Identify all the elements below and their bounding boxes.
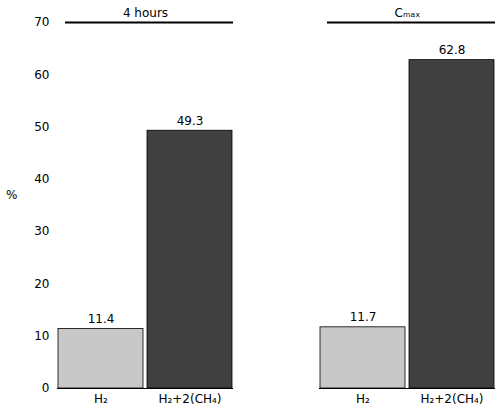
svg-text:Cₘₐₓ: Cₘₐₓ	[395, 6, 421, 20]
svg-text:H₂: H₂	[94, 392, 108, 406]
svg-text:49.3: 49.3	[177, 114, 204, 128]
svg-text:11.7: 11.7	[350, 310, 377, 324]
svg-text:70: 70	[34, 15, 49, 29]
svg-text:20: 20	[34, 277, 49, 291]
svg-text:62.8: 62.8	[439, 43, 466, 57]
svg-text:30: 30	[34, 224, 49, 238]
svg-text:50: 50	[34, 120, 49, 134]
svg-text:H₂+2(CH₄): H₂+2(CH₄)	[420, 392, 483, 406]
svg-text:0: 0	[42, 381, 50, 395]
svg-text:H₂: H₂	[356, 392, 370, 406]
svg-text:60: 60	[34, 68, 49, 82]
svg-text:H₂+2(CH₄): H₂+2(CH₄)	[158, 392, 221, 406]
svg-text:40: 40	[34, 172, 49, 186]
svg-text:11.4: 11.4	[88, 312, 115, 326]
svg-text:4 hours: 4 hours	[123, 6, 168, 20]
svg-text:10: 10	[34, 329, 49, 343]
